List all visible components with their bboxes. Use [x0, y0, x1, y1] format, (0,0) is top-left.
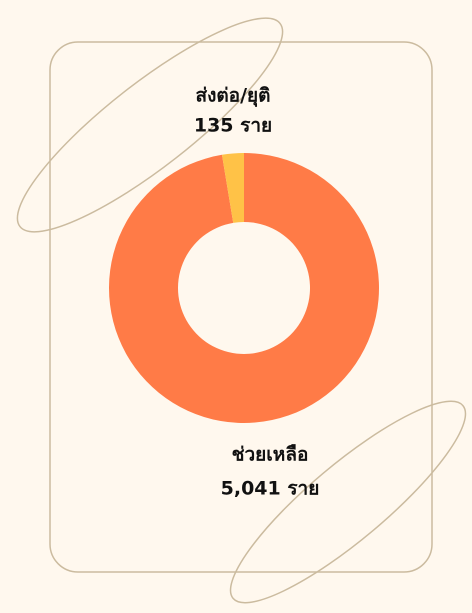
slice [109, 153, 380, 424]
donut [109, 153, 380, 424]
value-label: 5,041 ราย [221, 478, 320, 500]
value-label: 135 ราย [194, 115, 272, 137]
card [49, 41, 433, 573]
category-label: ส่งต่อ/ยุติ [195, 85, 270, 108]
slice [221, 153, 244, 223]
category-label: ช่วยเหลือ [232, 444, 309, 466]
decor-ellipse [229, 400, 467, 604]
labels: ช่วยเหลือ 5,041 ราย ส่งต่อ/ยุติ 135 ราย [194, 85, 320, 500]
decor-ellipse [16, 17, 284, 233]
